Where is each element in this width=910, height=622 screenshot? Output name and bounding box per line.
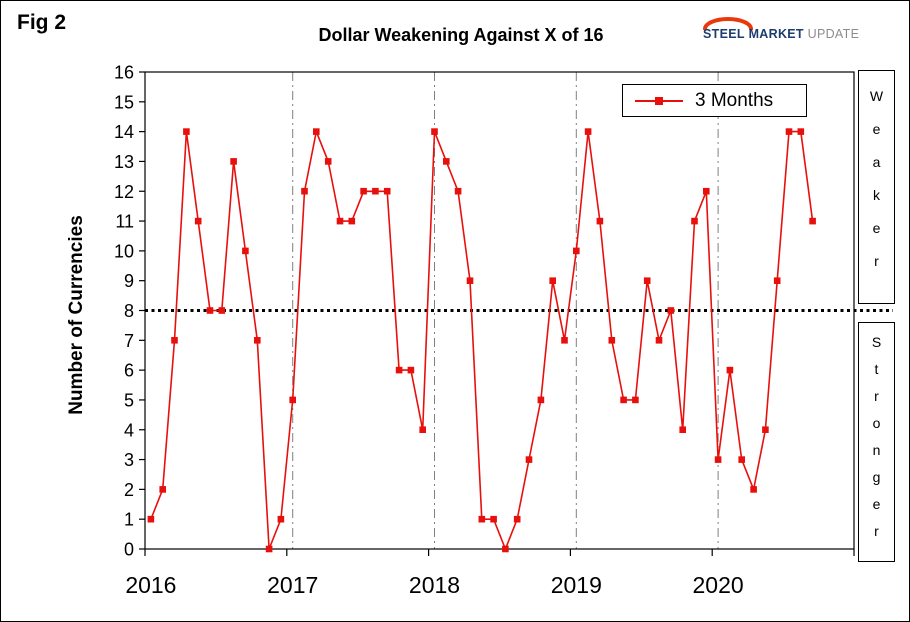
series-line-3-months: [150, 128, 814, 552]
data-point-marker: [525, 456, 533, 463]
data-point-marker: [419, 426, 426, 433]
y-axis-tick-label: 3: [124, 450, 134, 470]
y-axis-tick-label: 4: [124, 420, 134, 440]
data-point-marker: [691, 217, 698, 225]
y-axis-tick-label: 9: [124, 271, 134, 291]
data-point-marker: [254, 337, 261, 344]
y-axis-tick-label: 7: [124, 331, 134, 351]
logo-text: STEEL MARKET UPDATE: [703, 27, 859, 41]
data-point-marker: [608, 337, 616, 344]
weaker-zone-label: Weaker: [868, 88, 885, 286]
data-point-marker: [584, 128, 592, 135]
data-point-marker: [466, 277, 474, 284]
data-point-marker: [596, 217, 604, 225]
data-point-marker: [726, 366, 734, 374]
data-point-marker: [289, 396, 296, 404]
data-point-marker: [513, 515, 521, 523]
data-point-marker: [218, 307, 226, 314]
data-point-marker: [348, 217, 356, 225]
data-point-marker: [478, 515, 486, 523]
chart-title: Dollar Weakening Against X of 16: [318, 25, 604, 45]
data-point-marker: [549, 277, 556, 284]
data-point-marker: [395, 366, 403, 374]
y-axis-tick-label: 8: [124, 301, 134, 321]
y-axis-tick-label: 11: [115, 212, 134, 232]
data-point-marker: [313, 128, 320, 135]
y-axis-tick-label: 1: [124, 510, 134, 530]
data-point-marker: [537, 396, 545, 404]
y-axis-tick-label: 16: [114, 63, 134, 83]
data-point-marker: [242, 247, 249, 255]
data-point-marker: [750, 486, 757, 493]
legend: 3 Months: [622, 84, 807, 117]
data-point-marker: [171, 337, 178, 344]
data-point-marker: [277, 515, 285, 523]
data-point-marker: [372, 187, 379, 195]
x-axis-year-label: 2019: [551, 572, 602, 598]
logo-word-steel: STEEL: [703, 27, 745, 41]
y-axis-tick-label: 14: [114, 122, 134, 142]
data-point-marker: [561, 337, 568, 344]
data-point-marker: [301, 187, 308, 195]
x-axis-year-label: 2020: [693, 572, 744, 598]
legend-series-line-sample: [635, 96, 683, 105]
data-point-marker: [703, 187, 710, 195]
data-point-marker: [336, 217, 344, 225]
x-axis-year-label: 2016: [125, 572, 176, 598]
data-point-marker: [762, 426, 769, 433]
steel-market-update-logo: STEEL MARKET UPDATE: [703, 17, 859, 41]
data-point-marker: [454, 187, 462, 195]
y-axis-tick-label: 12: [114, 182, 134, 202]
stronger-zone-label: Stronger: [868, 334, 885, 550]
data-point-marker: [809, 217, 816, 225]
data-point-marker: [643, 277, 651, 284]
data-point-marker: [194, 217, 202, 225]
data-point-marker: [147, 515, 155, 523]
data-point-marker: [667, 307, 675, 314]
data-point-marker: [360, 187, 367, 195]
data-point-marker: [620, 396, 627, 404]
data-point-marker: [655, 337, 663, 344]
data-point-marker: [230, 158, 237, 165]
weaker-zone-label-box: Weaker: [858, 70, 895, 304]
y-axis-tick-label: 0: [124, 540, 134, 560]
logo-word-market: MARKET: [748, 27, 804, 41]
data-point-marker: [159, 486, 166, 493]
data-point-marker: [679, 426, 686, 433]
data-point-marker: [431, 128, 438, 135]
logo-word-update: UPDATE: [807, 27, 860, 41]
data-point-marker: [714, 456, 722, 463]
data-point-marker: [407, 366, 415, 374]
data-point-marker: [502, 545, 509, 553]
stronger-zone-label-box: Stronger: [858, 322, 895, 562]
data-point-marker: [324, 158, 332, 165]
y-axis-tick-label: 15: [114, 92, 134, 112]
data-point-marker: [573, 247, 580, 255]
data-point-marker: [738, 456, 745, 463]
y-axis-tick-label: 6: [124, 361, 134, 381]
logo-swoosh-icon: [703, 17, 753, 30]
data-point-marker: [785, 128, 793, 135]
legend-series-marker: [655, 96, 663, 105]
data-point-marker: [206, 307, 214, 314]
data-point-marker: [490, 515, 497, 523]
data-point-marker: [183, 128, 190, 135]
data-point-marker: [265, 545, 273, 553]
data-point-marker: [443, 158, 450, 165]
figure-label: Fig 2: [17, 11, 67, 34]
x-axis-year-label: 2017: [267, 572, 318, 598]
x-axis-year-label: 2018: [409, 572, 460, 598]
y-axis-tick-label: 10: [114, 241, 134, 261]
y-axis-tick-label: 13: [114, 152, 134, 172]
data-point-marker: [797, 128, 805, 135]
y-axis-tick-label: 2: [124, 480, 134, 500]
legend-series-label: 3 Months: [695, 89, 774, 111]
data-point-marker: [632, 396, 639, 404]
data-point-marker: [383, 187, 391, 195]
data-point-marker: [773, 277, 781, 284]
y-axis-tick-label: 5: [124, 390, 134, 410]
